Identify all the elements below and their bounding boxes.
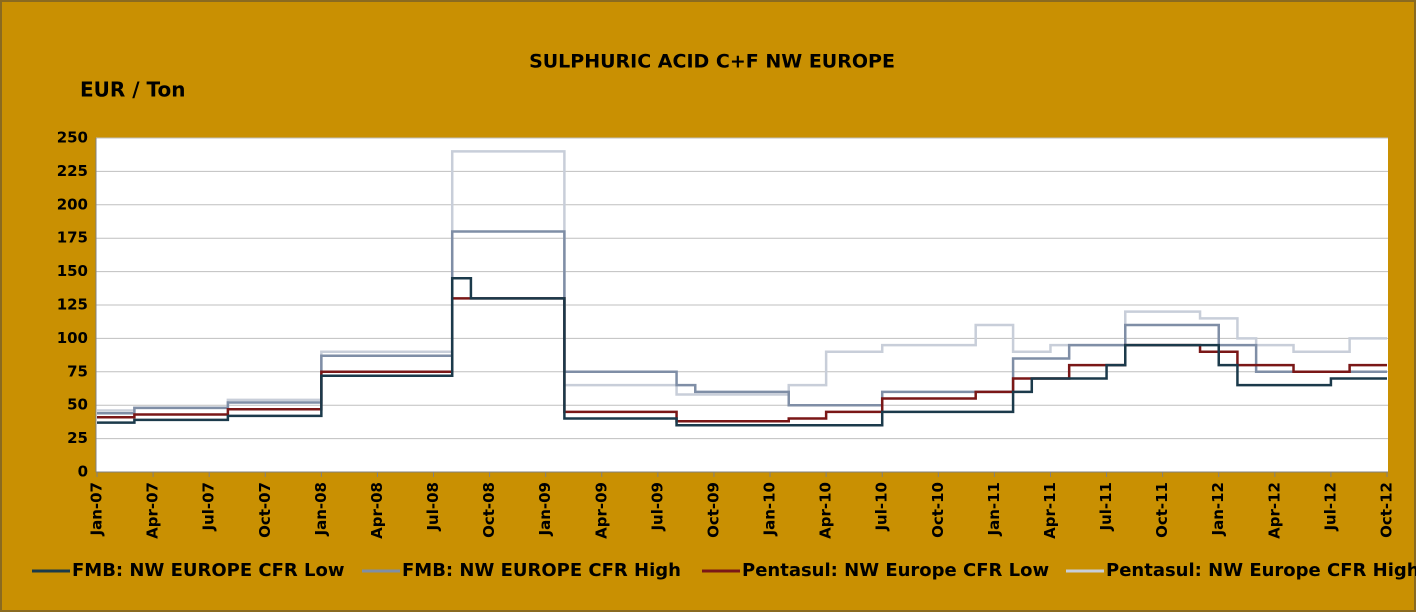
y-tick-label: 150 [57, 262, 88, 280]
x-tick-label: Apr-10 [817, 482, 835, 539]
x-tick-label: Jan-12 [1209, 482, 1227, 536]
x-tick-label: Apr-11 [1041, 482, 1059, 539]
x-tick-label: Jul-08 [424, 482, 442, 532]
y-tick-label: 225 [57, 162, 88, 180]
x-tick-label: Apr-12 [1265, 482, 1283, 539]
x-tick-label: Jul-12 [1321, 482, 1339, 532]
x-tick-label: Jul-11 [1097, 482, 1115, 532]
x-tick-label: Jan-08 [312, 482, 330, 536]
y-tick-label: 50 [67, 396, 88, 414]
y-tick-label: 75 [67, 362, 88, 380]
series-line [97, 230, 1387, 415]
chart-title: SULPHURIC ACID C+F NW EUROPE [529, 51, 895, 73]
x-tick-label: Apr-09 [592, 482, 610, 539]
x-tick-label: Oct-12 [1378, 482, 1396, 538]
x-tick-label: Jul-09 [648, 482, 666, 532]
y-tick-label: 175 [57, 229, 88, 247]
x-tick-label: Jan-10 [761, 482, 779, 536]
y-tick-label: 125 [57, 296, 88, 314]
x-tick-label: Apr-07 [144, 482, 162, 539]
series-line [97, 277, 1387, 427]
x-tick-label: Apr-08 [368, 482, 386, 539]
y-tick-label: 0 [78, 463, 88, 481]
x-tick-label: Jan-09 [536, 482, 554, 536]
x-tick-label: Jan-11 [985, 482, 1003, 536]
legend-label: Pentasul: NW Europe CFR High [1106, 560, 1416, 581]
y-tick-label: 100 [57, 329, 88, 347]
x-tick-label: Oct-07 [256, 482, 274, 538]
y-axis-label: EUR / Ton [80, 78, 186, 102]
x-tick-label: Oct-08 [480, 482, 498, 538]
legend-label: Pentasul: NW Europe CFR Low [742, 560, 1049, 581]
x-tick-label: Oct-11 [1153, 482, 1171, 538]
legend-label: FMB: NW EUROPE CFR High [402, 560, 681, 581]
y-tick-label: 200 [57, 195, 88, 213]
y-tick-label: 25 [67, 429, 88, 447]
legend-label: FMB: NW EUROPE CFR Low [72, 560, 345, 581]
y-tick-label: 250 [57, 129, 88, 147]
x-tick-label: Jul-07 [200, 482, 218, 532]
x-tick-label: Jul-10 [873, 482, 891, 532]
x-tick-label: Oct-09 [704, 482, 722, 538]
x-tick-label: Jan-07 [88, 482, 106, 536]
x-tick-label: Oct-10 [929, 482, 947, 538]
